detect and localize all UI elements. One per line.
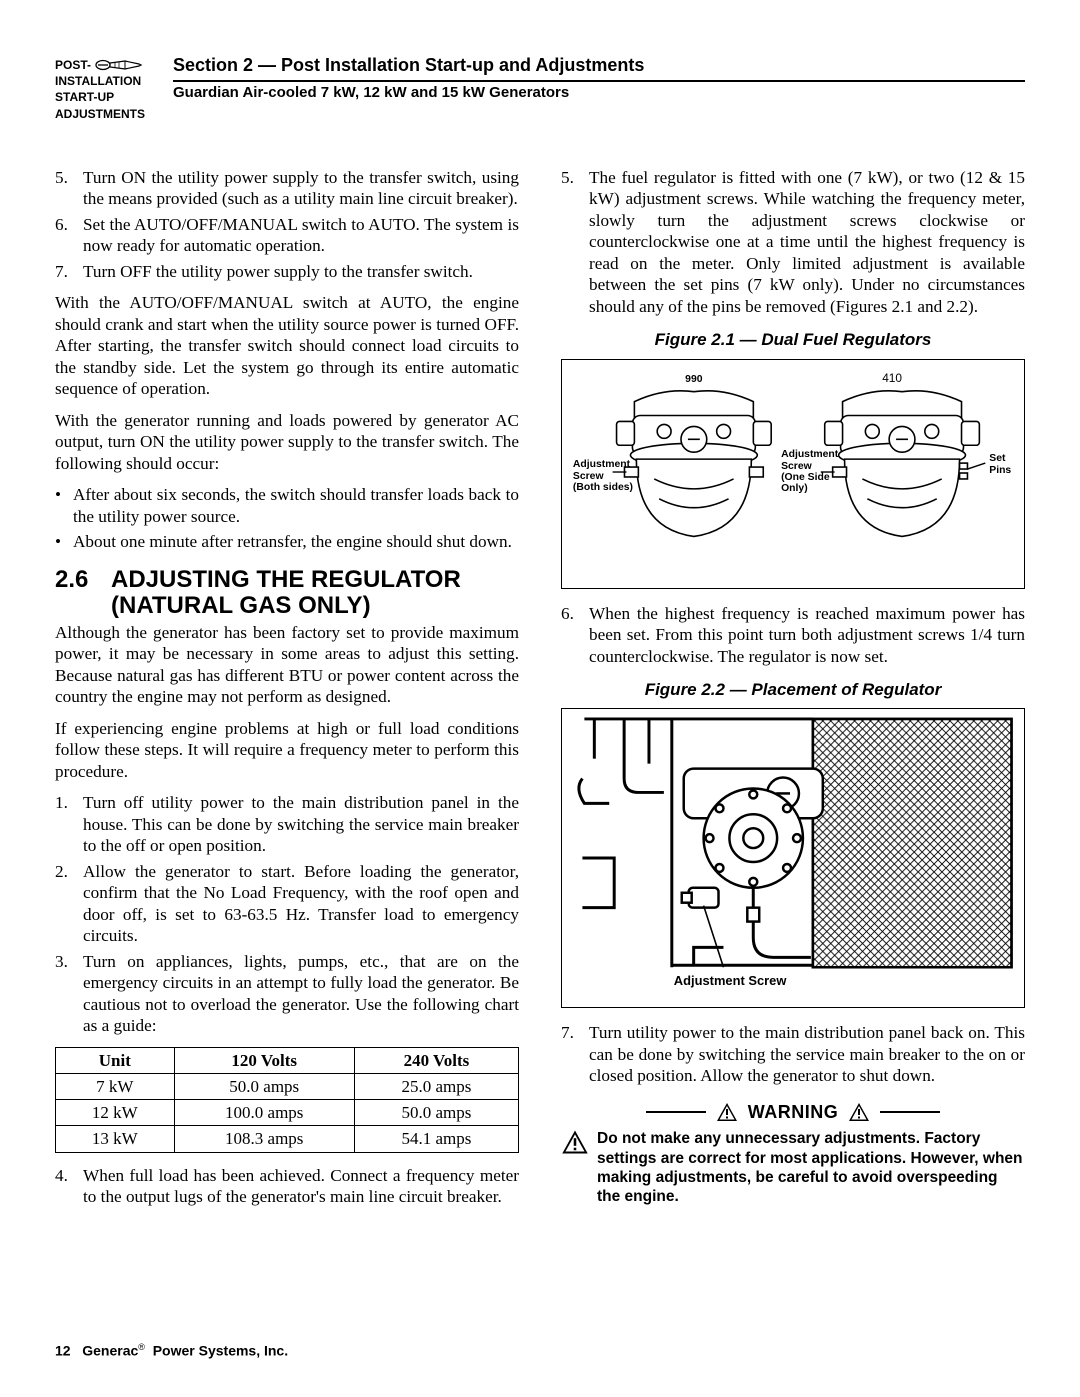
sidebar-startup: START-UP [55,89,155,105]
fig1-410: 410 [882,370,902,384]
section-title: Section 2 — Post Installation Start-up a… [173,55,1025,82]
figure-2-1: 990 410 [561,359,1025,589]
warning-icon [848,1102,870,1122]
left-para-a: With the AUTO/OFF/MANUAL switch at AUTO,… [55,292,519,400]
amp-table: Unit 120 Volts 240 Volts 7 kW 50.0 amps … [55,1047,519,1153]
regulator-410 [825,390,980,536]
fig2-adj-screw-label: Adjustment Screw [674,973,788,988]
sidebar-adjustments: ADJUSTMENTS [55,106,155,122]
th-unit: Unit [56,1047,175,1073]
sidebar-post: POST- [55,57,91,73]
left-list-a: 5.Turn ON the utility power supply to th… [55,167,519,283]
th-240v: 240 Volts [354,1047,518,1073]
sidebar-label: POST- INSTALLATION START-UP ADJUSTMENTS [55,55,155,122]
th-120v: 120 Volts [174,1047,354,1073]
svg-text:Set Pins: Set Pins [989,453,1011,476]
figure-2-1-title: Figure 2.1 — Dual Fuel Regulators [561,329,1025,350]
warning-icon [561,1129,589,1155]
sidebar-installation: INSTALLATION [55,73,155,89]
right-list-c: 7.Turn utility power to the main distrib… [561,1022,1025,1087]
left-column: 5.Turn ON the utility power supply to th… [55,167,519,1218]
warning-icon [716,1102,738,1122]
left-list-c: 4.When full load has been achieved. Conn… [55,1165,519,1208]
figure-2-2-title: Figure 2.2 — Placement of Regulator [561,679,1025,700]
left-para-b: With the generator running and loads pow… [55,410,519,475]
left-para-c: Although the generator has been factory … [55,622,519,708]
left-list-b: 1.Turn off utility power to the main dis… [55,792,519,1037]
header-titles: Section 2 — Post Installation Start-up a… [173,55,1025,101]
left-bullets: •After about six seconds, the switch sho… [55,484,519,553]
fig1-990: 990 [685,373,703,384]
right-list-b: 6.When the highest frequency is reached … [561,603,1025,668]
regulator-in-place [672,769,823,966]
svg-text:Adjustment Screw: Adjustment Screw (One Side Only) [781,449,841,494]
section-2-6-heading: 2.6 ADJUSTING THE REGULATOR (NATURAL GAS… [55,567,519,620]
left-para-d: If experiencing engine problems at high … [55,718,519,783]
page-footer: 12 Generac® Power Systems, Inc. [55,1342,288,1359]
figure-2-2: Adjustment Screw [561,708,1025,1008]
content-columns: 5.Turn ON the utility power supply to th… [55,167,1025,1218]
regulator-990 [617,390,772,536]
right-column: 5.The fuel regulator is fitted with one … [561,167,1025,1218]
right-list-a: 5.The fuel regulator is fitted with one … [561,167,1025,318]
warning-header: WARNING [561,1101,1025,1124]
page-header: POST- INSTALLATION START-UP ADJUSTMENTS … [55,55,1025,122]
warning-body: Do not make any unnecessary adjustments.… [561,1129,1025,1207]
screwdriver-icon [95,57,143,73]
sub-title: Guardian Air-cooled 7 kW, 12 kW and 15 k… [173,84,1025,101]
